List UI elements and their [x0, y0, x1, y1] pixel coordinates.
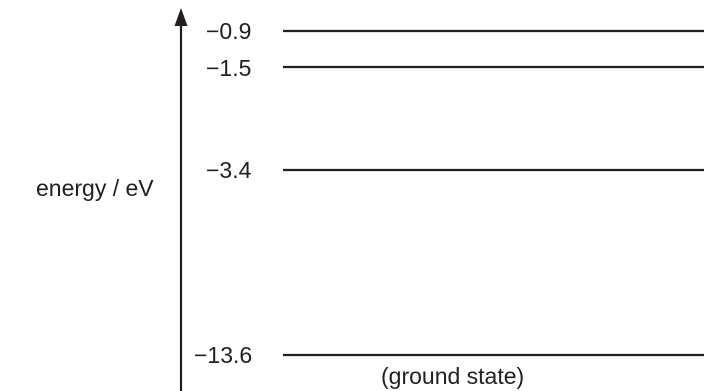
axis-label: energy / eV	[36, 175, 154, 201]
energy-level: −3.4	[206, 157, 704, 183]
ground-state-label: (ground state)	[381, 363, 524, 389]
level-value-label: −0.9	[206, 18, 251, 44]
axis-arrow-head-icon	[174, 8, 188, 26]
level-value-label: −1.5	[206, 55, 251, 81]
level-value-label: −13.6	[194, 342, 252, 368]
level-value-label: −3.4	[206, 157, 252, 183]
energy-level: −0.9	[206, 18, 704, 44]
energy-level: −1.5	[206, 55, 704, 81]
energy-level: −13.6 (ground state)	[194, 342, 704, 389]
